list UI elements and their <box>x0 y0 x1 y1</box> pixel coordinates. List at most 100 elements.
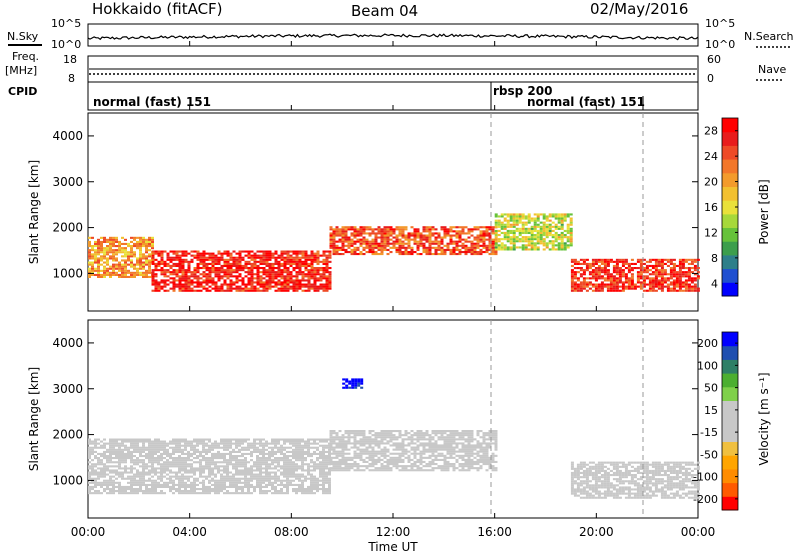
heatmap-cell <box>627 281 631 284</box>
cpid-segment-label-2: rbsp 200 <box>493 84 552 98</box>
heatmap-cell <box>109 238 112 241</box>
heatmap-cell <box>639 258 643 261</box>
heatmap-cell <box>124 259 127 262</box>
heatmap-cell <box>585 269 589 272</box>
heatmap-cell <box>446 465 450 468</box>
heatmap-cell <box>163 465 166 468</box>
heatmap-cell <box>247 283 251 286</box>
heatmap-cell <box>232 467 235 470</box>
heatmap-cell <box>527 227 531 230</box>
heatmap-cell <box>687 275 691 278</box>
heatmap-cell <box>569 229 573 232</box>
heatmap-cell <box>256 264 260 267</box>
heatmap-cell <box>151 459 154 462</box>
heatmap-cell <box>660 287 664 290</box>
heatmap-cell <box>690 258 694 261</box>
heatmap-cell <box>259 281 263 284</box>
heatmap-cell <box>202 258 206 261</box>
heatmap-cell <box>283 457 286 460</box>
heatmap-cell <box>672 269 676 272</box>
heatmap-cell <box>187 485 190 488</box>
heatmap-cell <box>328 477 331 480</box>
heatmap-cell <box>109 242 112 245</box>
heatmap-cell <box>109 465 112 468</box>
heatmap-cell <box>298 452 301 455</box>
heatmap-cell <box>485 232 489 235</box>
heatmap-cell <box>313 479 316 482</box>
heatmap-cell <box>310 258 314 261</box>
heatmap-cell <box>428 456 432 459</box>
heatmap-cell <box>226 452 229 455</box>
heatmap-cell <box>304 264 308 267</box>
heatmap-cell <box>419 452 423 455</box>
heatmap-cell <box>301 465 304 468</box>
heatmap-cell <box>181 469 184 472</box>
heatmap-cell <box>118 485 121 488</box>
heatmap-cell <box>232 483 235 486</box>
heatmap-cell <box>250 459 253 462</box>
heatmap-cell <box>554 227 558 230</box>
heatmap-cell <box>642 269 646 272</box>
heatmap-cell <box>503 227 507 230</box>
heatmap-cell <box>470 253 474 256</box>
heatmap-cell <box>184 483 187 486</box>
heatmap-cell <box>310 455 313 458</box>
heatmap-cell <box>250 450 253 453</box>
heatmap-cell <box>521 227 525 230</box>
heatmap-cell <box>325 481 328 484</box>
heatmap-cell <box>551 225 555 228</box>
heatmap-cell <box>187 440 190 443</box>
heatmap-cell <box>594 262 598 265</box>
heatmap-cell <box>175 488 178 491</box>
heatmap-cell <box>172 281 176 284</box>
heatmap-cell <box>310 465 313 468</box>
heatmap-cell <box>512 219 516 222</box>
heatmap-cell <box>154 448 157 451</box>
heatmap-cell <box>193 483 196 486</box>
heatmap-cell <box>335 450 339 453</box>
heatmap-cell <box>157 252 161 255</box>
heatmap-cell <box>262 252 266 255</box>
heatmap-cell <box>139 488 142 491</box>
heatmap-cell <box>467 251 471 254</box>
heatmap-cell <box>497 229 501 232</box>
heatmap-cell <box>112 255 115 258</box>
heatmap-cell <box>214 455 217 458</box>
heatmap-cell <box>347 452 351 455</box>
heatmap-cell <box>368 452 372 455</box>
heatmap-cell <box>202 467 205 470</box>
heatmap-cell <box>289 271 293 274</box>
heatmap-cell <box>298 250 302 253</box>
heatmap-cell <box>136 236 139 239</box>
heatmap-cell <box>127 275 130 278</box>
heatmap-cell <box>413 448 417 451</box>
heatmap-cell <box>386 448 390 451</box>
heatmap-cell <box>533 234 537 237</box>
heatmap-cell <box>328 488 331 491</box>
heatmap-cell <box>124 471 127 474</box>
heatmap-cell <box>292 260 296 263</box>
heatmap-cell <box>322 485 325 488</box>
heatmap-cell <box>298 457 301 460</box>
heatmap-cell <box>401 440 405 443</box>
heatmap-cell <box>696 287 700 290</box>
heatmap-cell <box>178 488 181 491</box>
heatmap-cell <box>452 448 456 451</box>
heatmap-cell <box>94 483 97 486</box>
heatmap-cell <box>184 252 188 255</box>
heatmap-cell <box>142 271 145 274</box>
heatmap-cell <box>518 219 522 222</box>
heatmap-cell <box>211 471 214 474</box>
heatmap-cell <box>576 277 580 280</box>
heatmap-cell <box>449 234 453 237</box>
heatmap-cell <box>539 231 543 234</box>
heatmap-cell <box>431 452 435 455</box>
heatmap-cell <box>157 475 160 478</box>
heatmap-cell <box>214 281 218 284</box>
heatmap-cell <box>554 213 558 216</box>
heatmap-cell <box>371 248 375 251</box>
heatmap-cell <box>97 481 100 484</box>
heatmap-cell <box>205 444 208 447</box>
heatmap-cell <box>97 242 100 245</box>
heatmap-cell <box>250 479 253 482</box>
